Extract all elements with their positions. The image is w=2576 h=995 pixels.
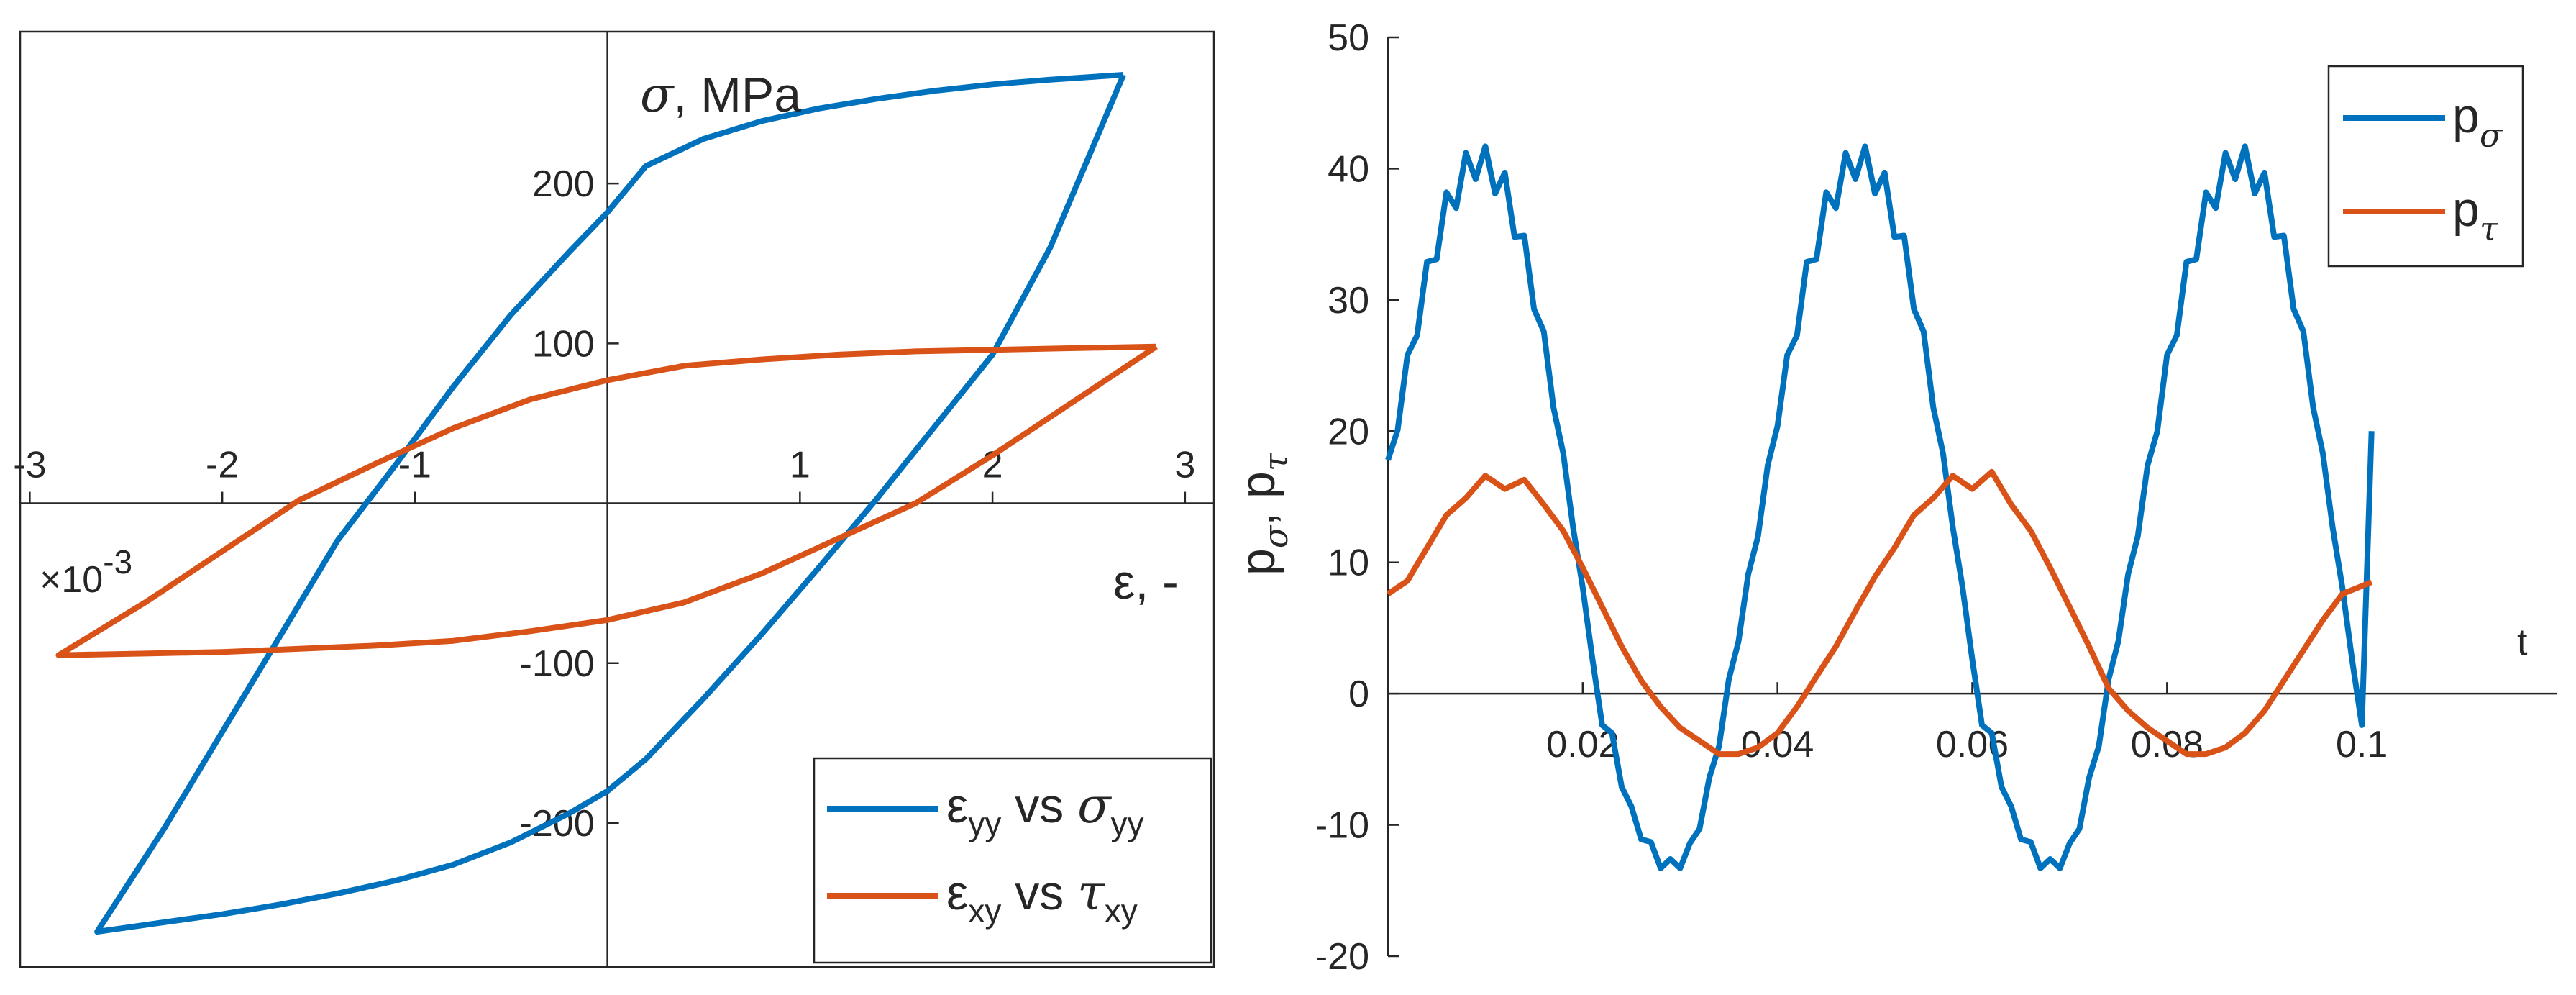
right-series-line-1 [1386, 468, 2373, 758]
right-y-tick-label: 20 [1328, 411, 1369, 453]
left-legend-label-0: εyy vs σyy [946, 778, 1144, 842]
right-y-tick-label: 40 [1328, 148, 1369, 190]
right-y-axis-label: pσ, pτ [1230, 452, 1295, 576]
right-legend-label-1: pτ [2452, 182, 2499, 248]
right-y-tick-label: 10 [1328, 542, 1369, 584]
left-y-tick-label: -200 [520, 803, 595, 845]
right-y-tick-label: 0 [1348, 673, 1369, 715]
left-x-tick-label: 1 [790, 445, 810, 486]
right-x-axis-label: t [2517, 622, 2528, 663]
left-legend: εyy vs σyy εxy vs τxy [813, 757, 1212, 964]
left-series-line-0 [94, 72, 1126, 935]
left-y-tick-label: 200 [532, 163, 595, 205]
left-y-tick-label: -100 [520, 643, 595, 685]
right-x-tick-label: 0.08 [2131, 724, 2203, 765]
right-series-line-0 [1385, 143, 2375, 871]
left-y-tick-label: 100 [532, 323, 595, 365]
right-legend-label-0: pσ [2452, 88, 2503, 155]
right-y-tick-label: 30 [1328, 280, 1369, 322]
left-x-tick-label: 3 [1174, 445, 1195, 486]
right-y-tick-label: -20 [1315, 936, 1369, 978]
right-y-tick-label: 50 [1328, 17, 1369, 59]
left-series-line-1 [55, 343, 1158, 658]
right-x-tick-label: 0.1 [2336, 724, 2388, 765]
left-series [55, 72, 1158, 935]
right-legend: pσ pτ [2327, 65, 2524, 268]
left-x-tick-label: -3 [13, 445, 46, 486]
left-x-tick-label: -2 [206, 445, 239, 486]
right-y-tick-label: -10 [1315, 805, 1369, 847]
left-x-multiplier: ×10-3 [40, 543, 132, 601]
left-legend-label-1: εxy vs τxy [946, 865, 1138, 930]
left-y-axis-label: σ, MPa [640, 67, 801, 124]
right-legend-box [2327, 65, 2524, 268]
right-series [1385, 143, 2375, 871]
left-legend-box [813, 757, 1212, 964]
left-x-axis-label: ε, - [1113, 555, 1179, 609]
